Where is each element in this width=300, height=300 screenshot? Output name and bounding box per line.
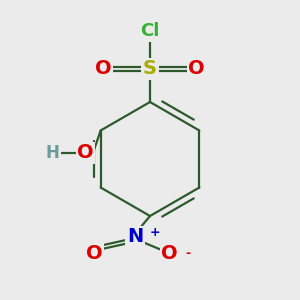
Text: O: O [95,59,112,79]
Text: S: S [143,59,157,79]
Text: +: + [149,226,160,239]
Text: H: H [46,144,59,162]
Text: O: O [86,244,103,263]
Text: O: O [77,143,94,163]
Text: Cl: Cl [140,22,160,40]
Text: O: O [188,59,205,79]
Text: O: O [161,244,178,263]
Text: N: N [127,227,143,247]
Text: -: - [185,247,190,260]
